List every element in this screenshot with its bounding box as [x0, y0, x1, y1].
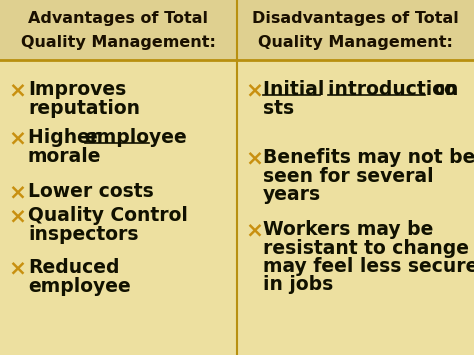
Text: sts: sts — [263, 98, 294, 118]
Bar — [0, 0, 474, 60]
Text: reputation: reputation — [28, 98, 140, 118]
Text: ×: × — [8, 80, 26, 100]
Text: Quality Management:: Quality Management: — [21, 34, 216, 49]
Text: Advantages of Total: Advantages of Total — [28, 11, 209, 26]
Text: ×: × — [8, 182, 26, 202]
Text: Improves: Improves — [28, 80, 126, 99]
Text: years: years — [263, 185, 321, 204]
Text: introduction: introduction — [328, 80, 465, 99]
Text: ×: × — [245, 148, 263, 168]
Text: Quality Control: Quality Control — [28, 206, 188, 225]
Text: Reduced: Reduced — [28, 258, 119, 277]
Text: ×: × — [245, 80, 263, 100]
Text: Initial: Initial — [263, 80, 331, 99]
Text: inspectors: inspectors — [28, 224, 138, 244]
Text: employee: employee — [28, 277, 131, 295]
Text: may feel less secure: may feel less secure — [263, 257, 474, 276]
Text: ×: × — [8, 128, 26, 148]
Text: Benefits may not be: Benefits may not be — [263, 148, 474, 167]
Text: Higher: Higher — [28, 128, 106, 147]
Text: Lower costs: Lower costs — [28, 182, 154, 201]
Text: ×: × — [245, 220, 263, 240]
Text: ×: × — [8, 206, 26, 226]
Text: morale: morale — [28, 147, 101, 165]
Text: co: co — [433, 80, 457, 99]
Text: in jobs: in jobs — [263, 275, 333, 295]
Text: seen for several: seen for several — [263, 166, 434, 186]
Text: Quality Management:: Quality Management: — [258, 34, 453, 49]
Text: Workers may be: Workers may be — [263, 220, 433, 239]
Text: employee: employee — [85, 128, 187, 147]
Text: ×: × — [8, 258, 26, 278]
Text: resistant to change –: resistant to change – — [263, 239, 474, 257]
Text: Disadvantages of Total: Disadvantages of Total — [252, 11, 459, 26]
